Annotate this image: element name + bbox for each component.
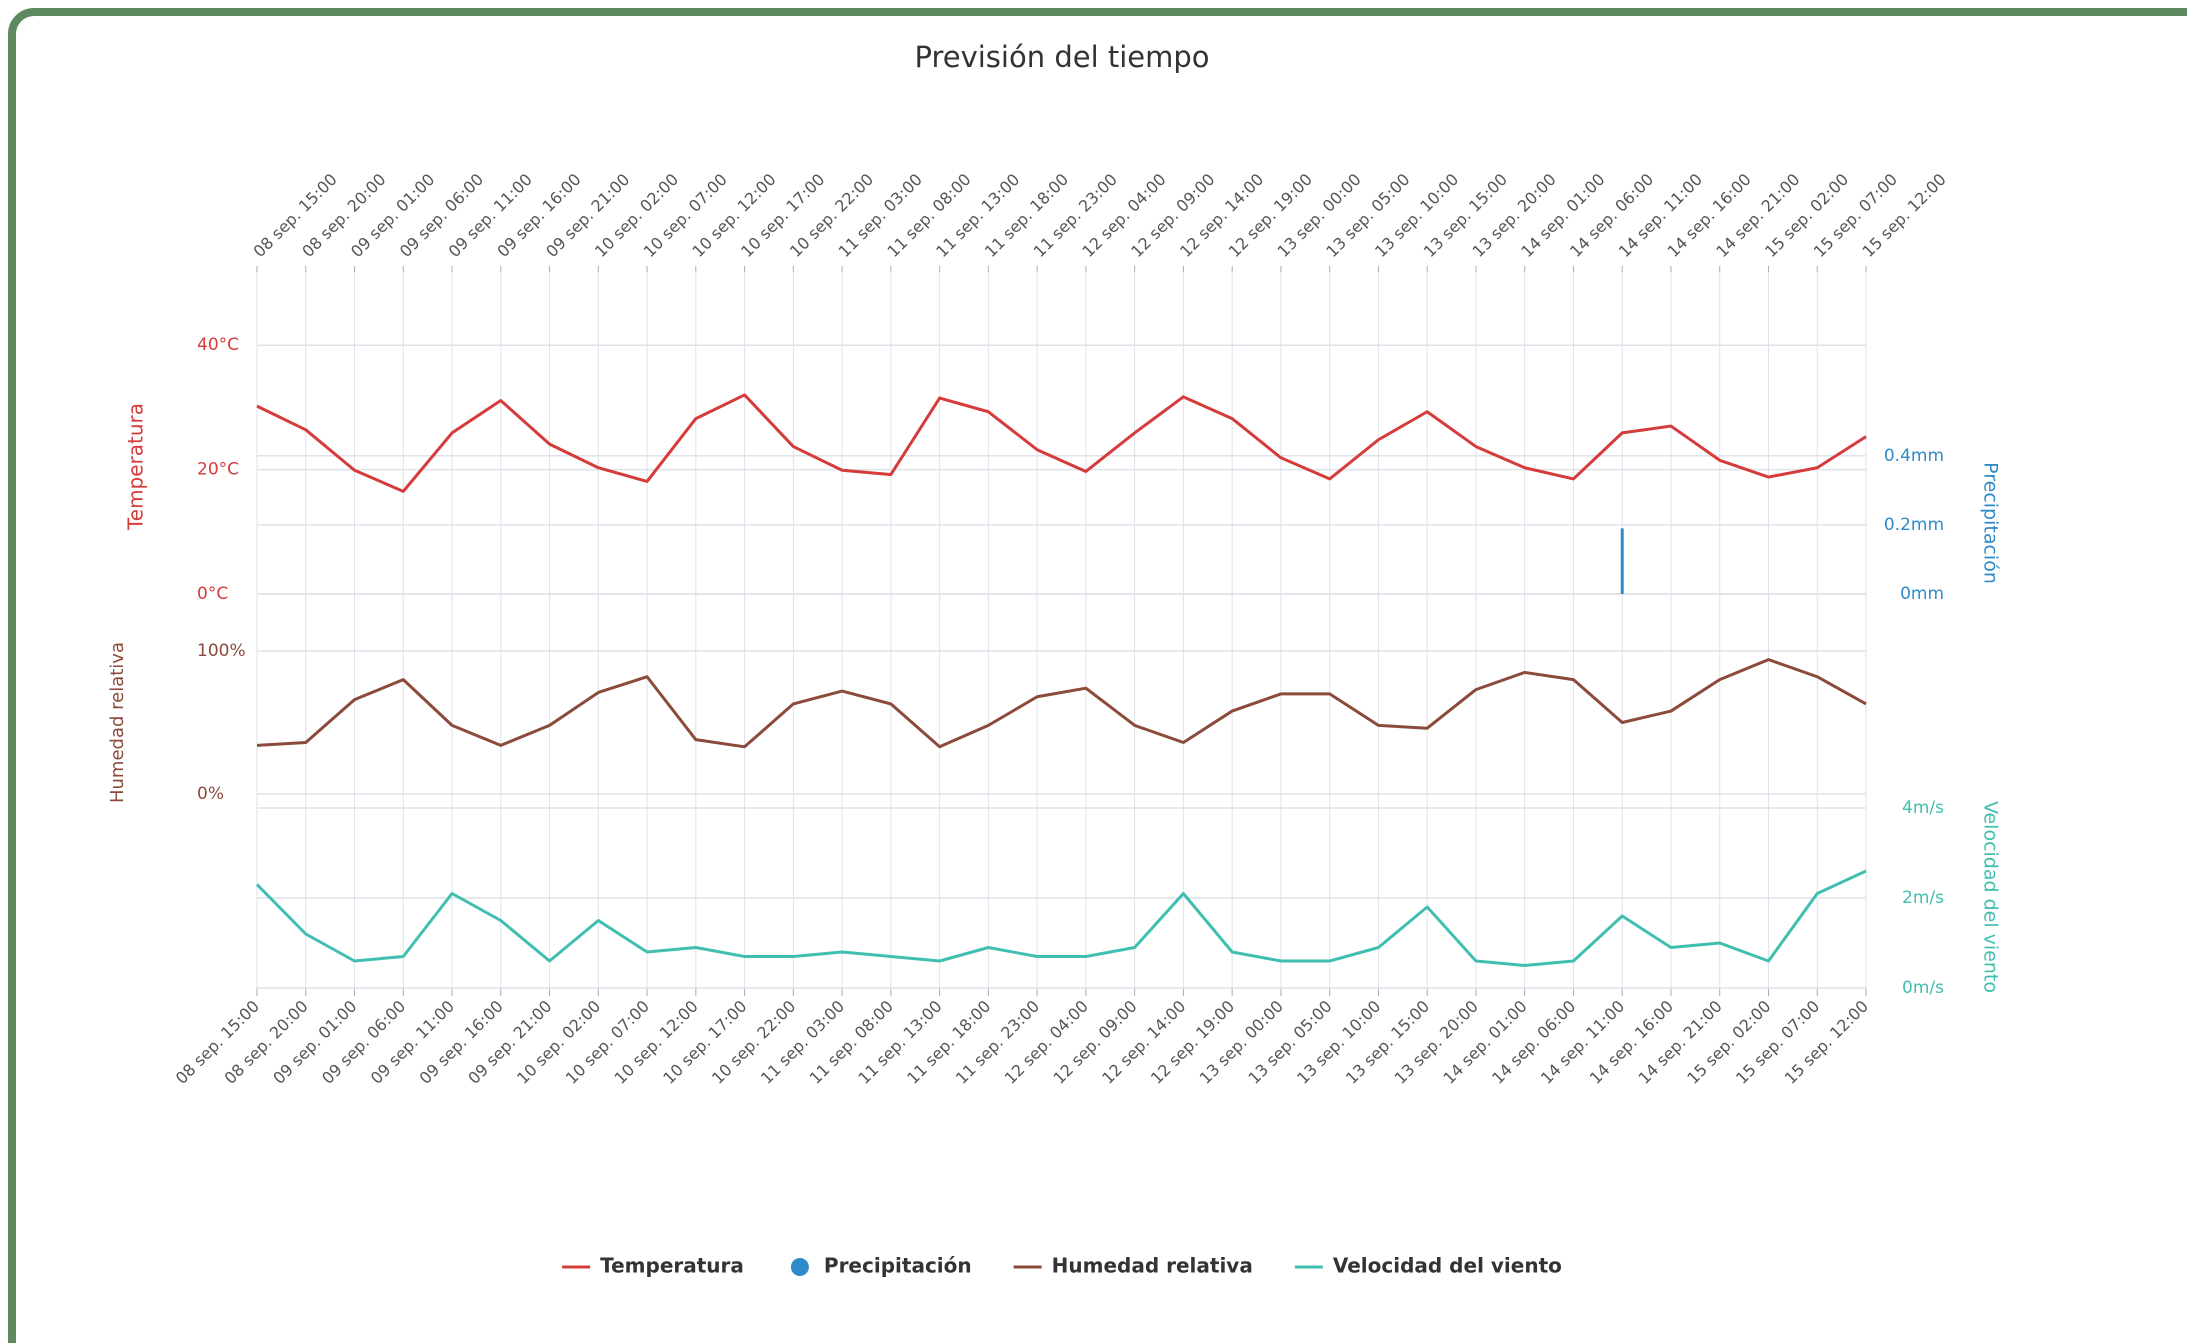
series-line [255, 869, 1867, 967]
legend-label: Humedad relativa [1052, 1254, 1253, 1278]
y2-tick-label: 0mm [1900, 584, 1944, 604]
legend-label: Precipitación [824, 1254, 972, 1278]
y-tick-label: 40°C [197, 335, 239, 355]
y-axis-title: Temperatura [124, 403, 148, 531]
y2-axis-title: Precipitación [1980, 462, 2002, 584]
y2-tick-label: 0.2mm [1884, 515, 1944, 535]
y-tick-label: 20°C [197, 460, 239, 480]
legend-marker [790, 1258, 809, 1276]
series-line [256, 393, 1867, 493]
chart-title: Previsión del tiempo [914, 40, 1209, 74]
y2-tick-label: 0m/s [1902, 978, 1944, 998]
y2-tick-label: 2m/s [1902, 888, 1944, 908]
precipitation-bar [1620, 528, 1624, 594]
series-line [256, 658, 1867, 749]
y2-tick-label: 4m/s [1902, 798, 1944, 818]
legend: Temperatura Precipitación Humedad relativa… [562, 1254, 1562, 1278]
y2-tick-label: 0.4mm [1884, 446, 1944, 466]
legend-label: Velocidad del viento [1333, 1254, 1562, 1278]
y-tick-label: 100% [197, 641, 246, 661]
y2-axis-title: Velocidad del viento [1980, 801, 2002, 993]
legend-label: Temperatura [600, 1254, 744, 1278]
y-tick-label: 0°C [197, 584, 228, 604]
y-tick-label: 0% [197, 784, 224, 804]
y-axis-title: Humedad relativa [107, 642, 128, 803]
